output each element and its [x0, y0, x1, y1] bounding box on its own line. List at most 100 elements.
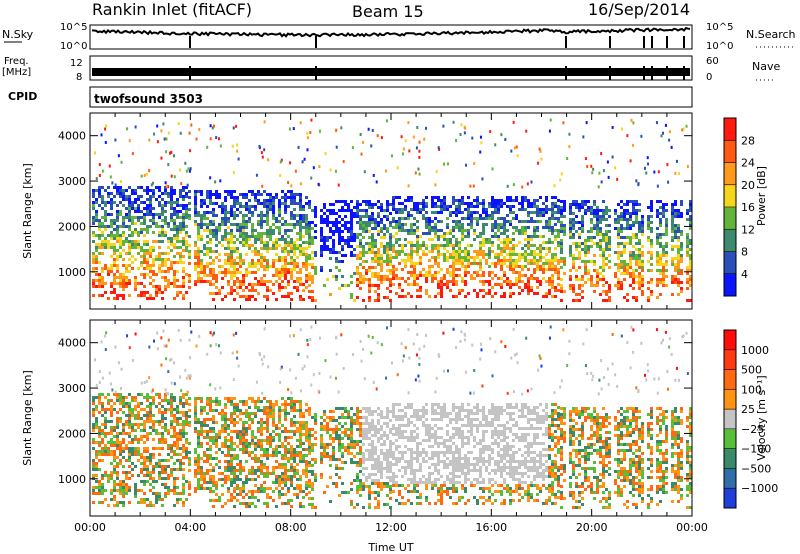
power-cell — [455, 238, 458, 241]
power-cell — [152, 222, 155, 225]
power-cell — [480, 141, 483, 145]
power-cell — [242, 238, 245, 241]
power-cell — [161, 210, 164, 213]
power-cell — [590, 239, 593, 242]
power-cell — [94, 151, 97, 155]
power-cell — [110, 207, 113, 210]
power-cell — [401, 152, 404, 156]
power-cell — [626, 209, 629, 212]
velocity-cell — [260, 445, 263, 448]
power-cell — [446, 286, 449, 289]
power-cell — [455, 274, 458, 277]
power-cell — [110, 198, 113, 201]
power-cell — [203, 271, 206, 274]
power-cell — [662, 215, 665, 218]
power-cell — [173, 207, 176, 210]
power-cell — [656, 236, 659, 239]
velocity-cell — [242, 430, 245, 433]
power-cell — [404, 295, 407, 298]
velocity-cell — [176, 486, 179, 489]
power-cell — [464, 229, 467, 232]
power-cell — [293, 196, 296, 199]
velocity-cell — [182, 483, 185, 486]
velocity-cell — [230, 448, 233, 451]
power-cell — [224, 217, 227, 220]
power-cell — [470, 274, 473, 277]
velocity-cell — [176, 492, 179, 495]
power-cell — [428, 259, 431, 262]
power-cell — [599, 242, 602, 245]
power-cell — [230, 253, 233, 256]
power-cell — [596, 242, 599, 245]
power-cell — [104, 243, 107, 246]
power-cell — [536, 226, 539, 229]
power-cell — [224, 253, 227, 256]
power-cell — [266, 223, 269, 226]
power-cell — [224, 235, 227, 238]
power-cell — [113, 186, 116, 189]
power-cell — [623, 251, 626, 254]
power-cell — [182, 207, 185, 210]
power-cell — [415, 146, 418, 150]
velocity-cell — [182, 477, 185, 480]
velocity-cell — [119, 453, 122, 456]
power-cell — [104, 225, 107, 228]
power-cell — [626, 266, 629, 269]
velocity-cell — [254, 448, 257, 451]
power-cell — [377, 221, 380, 224]
velocity-cell — [140, 489, 143, 492]
power-cell — [620, 263, 623, 266]
power-cell — [251, 232, 254, 235]
power-cell — [605, 218, 608, 221]
velocity-cell — [194, 427, 197, 430]
velocity-cell — [95, 468, 98, 471]
power-cell — [539, 250, 542, 253]
power-cell — [416, 250, 419, 253]
power-cell — [164, 276, 167, 279]
power-cell — [509, 283, 512, 286]
power-cell — [101, 282, 104, 285]
power-cell — [239, 253, 242, 256]
power-cell — [131, 246, 134, 249]
power-cell — [101, 276, 104, 279]
power-cell — [578, 227, 581, 230]
power-cell — [362, 230, 365, 233]
power-cell — [209, 262, 212, 265]
power-cell — [311, 239, 314, 242]
power-cell — [279, 173, 282, 177]
power-cell — [650, 242, 653, 245]
power-cell — [682, 127, 685, 131]
power-cell — [281, 271, 284, 274]
power-cell — [437, 286, 440, 289]
power-cell — [113, 276, 116, 279]
power-cell — [647, 206, 650, 209]
velocity-cell — [233, 490, 236, 493]
power-cell — [446, 226, 449, 229]
velocity-cell — [113, 408, 116, 411]
velocity-cell — [176, 501, 179, 504]
power-cell — [224, 205, 227, 208]
power-cell — [219, 179, 222, 183]
velocity-cell — [176, 405, 179, 408]
power-cell — [164, 186, 167, 189]
power-cell — [413, 205, 416, 208]
velocity-cell — [98, 393, 101, 396]
power-cell — [380, 278, 383, 281]
power-cell — [416, 241, 419, 244]
power-cell — [686, 242, 689, 245]
power-cell — [398, 244, 401, 247]
power-cell — [203, 229, 206, 232]
power-cell — [155, 225, 158, 228]
velocity-cell — [161, 468, 164, 471]
power-cell — [347, 242, 350, 245]
velocity-cell — [122, 471, 125, 474]
velocity-cell — [119, 432, 122, 435]
velocity-cell — [131, 441, 134, 444]
power-cell — [512, 250, 515, 253]
power-cell — [671, 263, 674, 266]
power-cell — [134, 240, 137, 243]
power-cell — [113, 282, 116, 285]
power-cell — [665, 230, 668, 233]
power-cell — [494, 235, 497, 238]
